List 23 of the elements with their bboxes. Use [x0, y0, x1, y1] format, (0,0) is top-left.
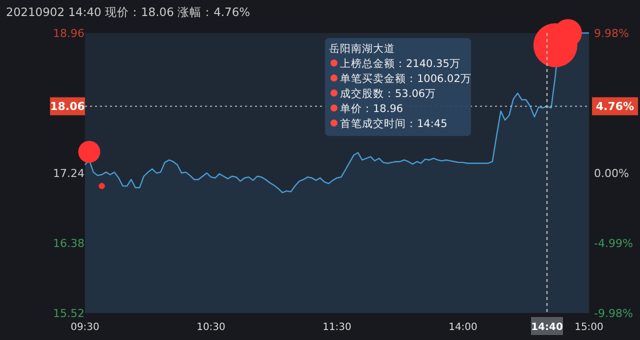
y2-tick-label: 4.76% [596, 100, 634, 114]
x-tick-label: 09:30 [70, 322, 100, 333]
y-tick-label: 16.38 [53, 236, 84, 250]
annotation: 岳阳南湖大道 [329, 42, 395, 55]
annotation: 单价：18.96 [340, 102, 404, 115]
y2-tick-label: -9.98% [594, 306, 633, 320]
x-tick-label: 15:00 [574, 322, 604, 333]
ref-line-label: 18.06 [50, 100, 86, 114]
y-tick-label: 15.52 [53, 306, 84, 320]
y2-tick-label: 0.00% [594, 166, 629, 180]
x-tick-label: 14:40 [531, 322, 563, 333]
x-tick-label: 14:00 [448, 322, 478, 333]
chart-title: 20210902 14:40 现价：18.06 涨幅：4.76% [6, 5, 250, 19]
annotation: 首笔成交时间：14:45 [340, 117, 448, 130]
annotation: 成交股数：53.06万 [340, 87, 436, 100]
x-tick-label: 10:30 [196, 322, 226, 333]
annotation: 单笔买卖金额：1006.02万 [340, 72, 472, 85]
y-tick-label: 18.96 [53, 26, 84, 40]
y2-tick-label: -4.99% [594, 236, 633, 250]
y-tick-label: 17.24 [53, 166, 84, 180]
annotation: 上榜总金额：2140.35万 [340, 57, 460, 70]
x-tick-label: 11:30 [322, 322, 352, 333]
y2-tick-label: 9.98% [594, 26, 629, 40]
